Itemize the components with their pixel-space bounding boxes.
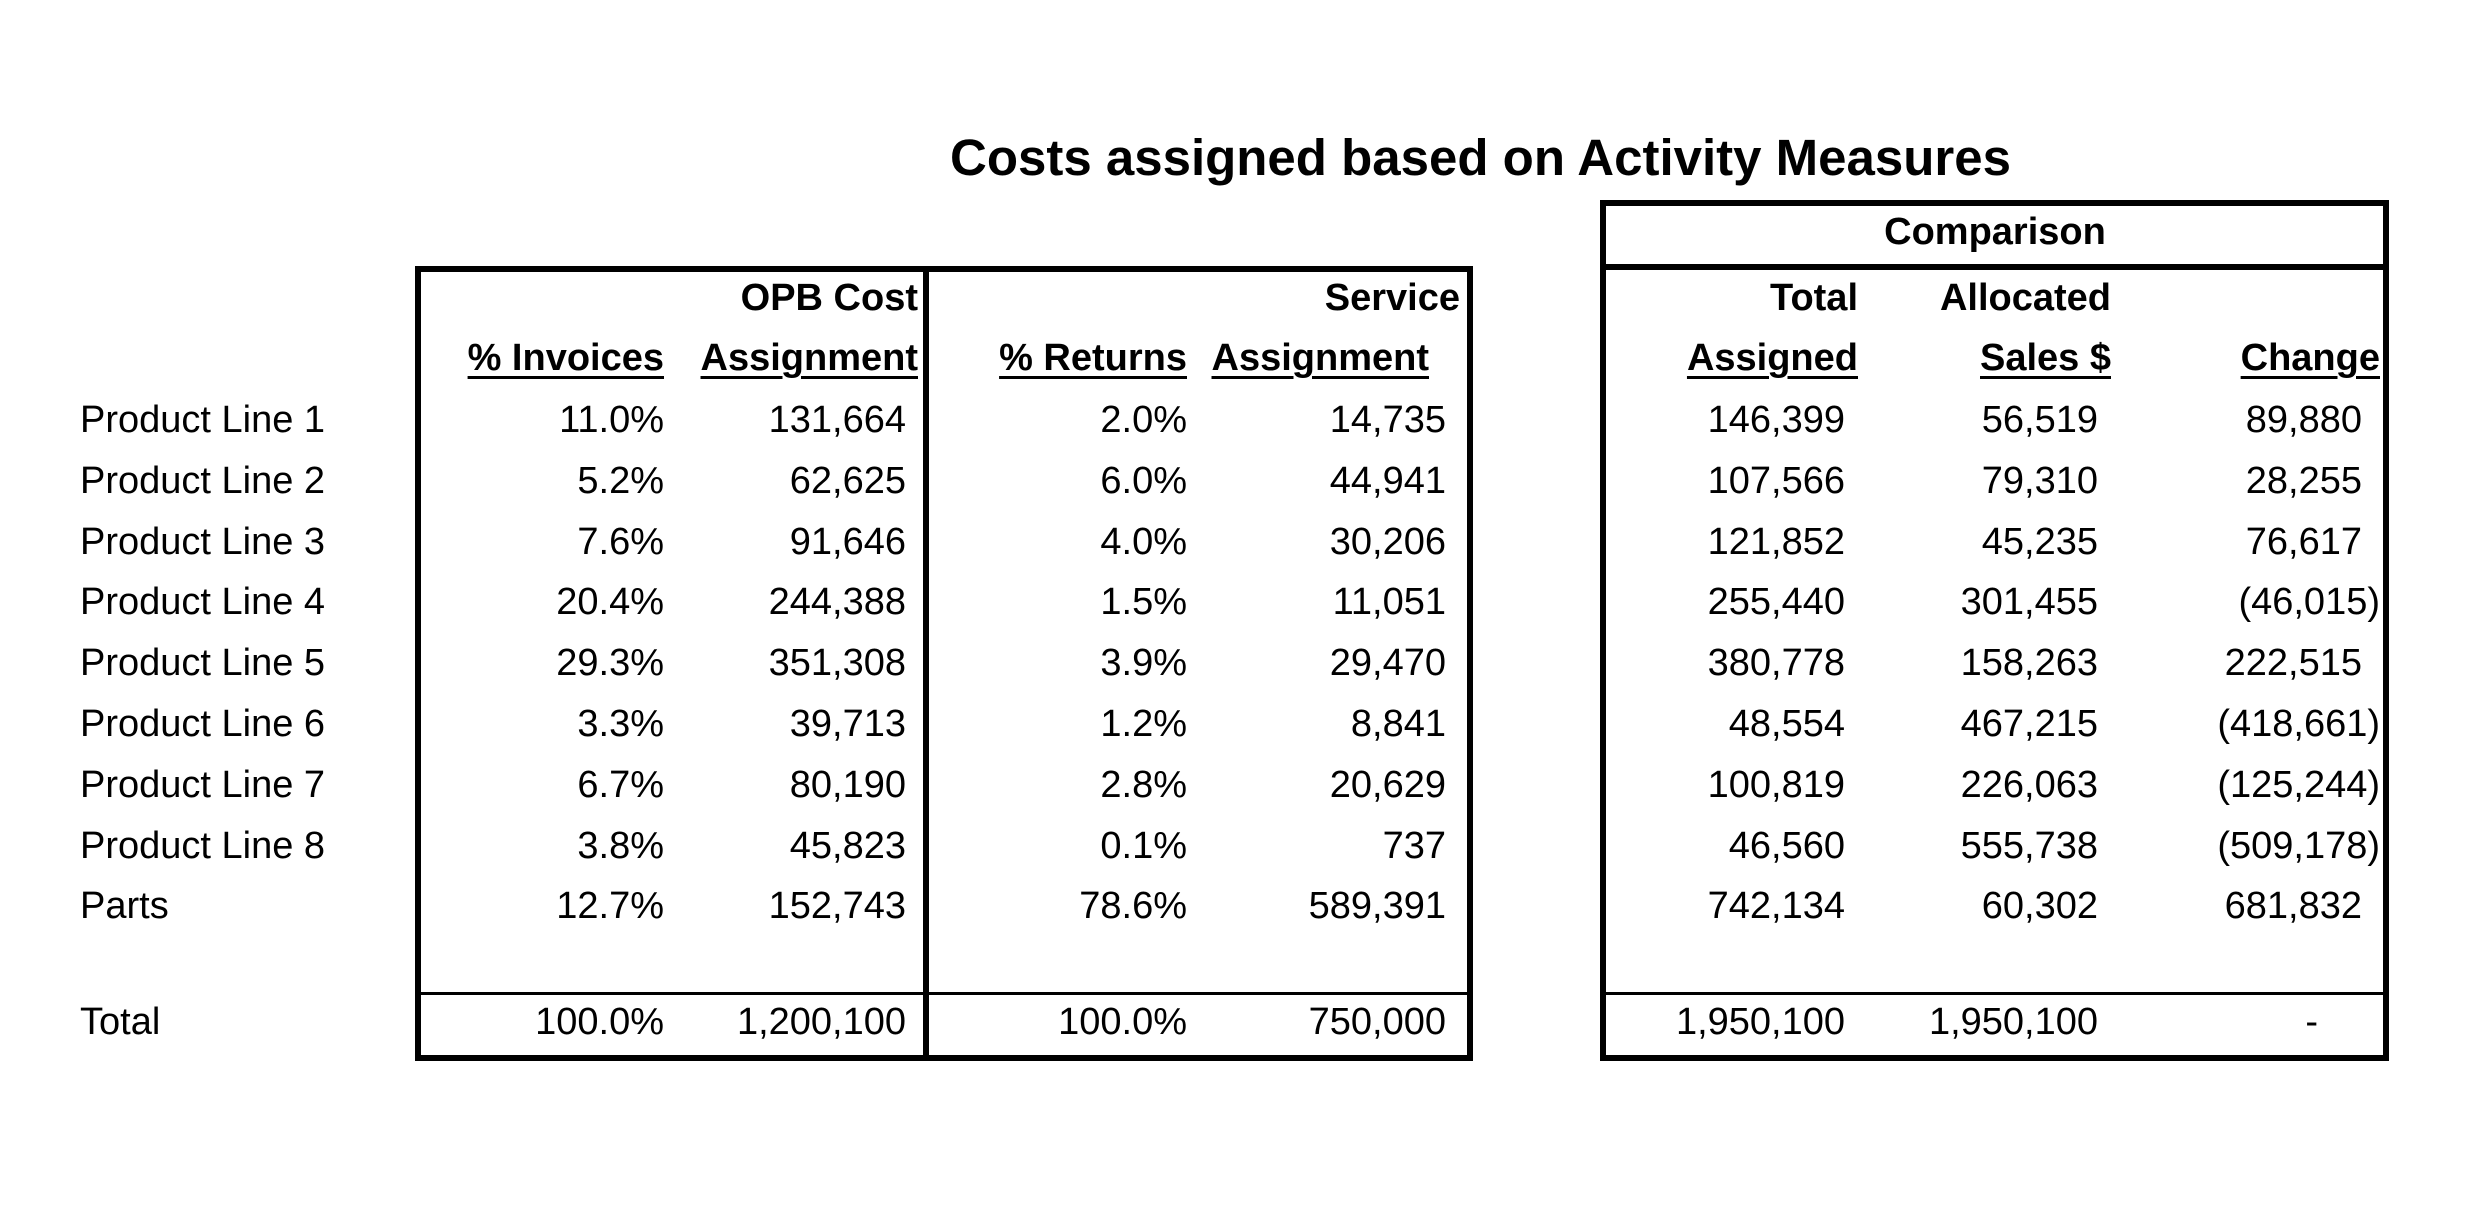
- cell-change: (418,661): [2217, 703, 2380, 745]
- header-opb-line2: Assignment: [700, 337, 918, 379]
- cell-change: (125,244): [2217, 764, 2380, 806]
- header-returns: % Returns: [999, 337, 1187, 379]
- row-label: Product Line 7: [80, 764, 326, 806]
- cell-returns: 1.5%: [1100, 581, 1187, 623]
- total-row-label: Total: [80, 1001, 161, 1043]
- cell-opb: 244,388: [768, 581, 906, 623]
- row-label: Product Line 4: [80, 581, 326, 623]
- row-label: Product Line 8: [80, 825, 326, 867]
- cell-change: 222,515: [2224, 642, 2362, 684]
- total-divider-right: [1600, 992, 2389, 995]
- cell-sales: 79,310: [1981, 460, 2098, 502]
- header-sales-line2: Sales $: [1980, 337, 2111, 379]
- cell-change: (509,178): [2217, 825, 2380, 867]
- cell-opb: 131,664: [768, 399, 906, 441]
- row-label: Product Line 6: [80, 703, 326, 745]
- cell-opb: 45,823: [789, 825, 906, 867]
- cell-total: 121,852: [1707, 521, 1845, 563]
- cell-invoices: 6.7%: [577, 764, 664, 806]
- cell-total: 107,566: [1707, 460, 1845, 502]
- service-box: [923, 266, 1473, 1061]
- cell-total: 380,778: [1707, 642, 1845, 684]
- cell-returns: 6.0%: [1100, 460, 1187, 502]
- cell-service: 20,629: [1329, 764, 1446, 806]
- cell-opb: 152,743: [768, 885, 906, 927]
- cell-total: 46,560: [1728, 825, 1845, 867]
- cell-sales: 301,455: [1960, 581, 2098, 623]
- comparison-box: [1600, 200, 2389, 1061]
- page-title: Costs assigned based on Activity Measure…: [950, 129, 2011, 186]
- row-label: Product Line 1: [80, 399, 326, 441]
- cell-service: 11,051: [1332, 581, 1446, 623]
- cell-invoices: 29.3%: [556, 642, 664, 684]
- cell-returns: 2.8%: [1100, 764, 1187, 806]
- header-change: Change: [2240, 337, 2380, 379]
- cell-invoices: 12.7%: [556, 885, 664, 927]
- total-opb: 1,200,100: [736, 1001, 906, 1043]
- cell-opb: 62,625: [789, 460, 906, 502]
- header-service-line1: Service: [1324, 277, 1460, 319]
- cell-opb: 80,190: [789, 764, 906, 806]
- cell-change: 681,832: [2224, 885, 2362, 927]
- row-label: Product Line 2: [80, 460, 326, 502]
- header-sales-line1: Allocated: [1939, 277, 2111, 319]
- cell-returns: 4.0%: [1100, 521, 1187, 563]
- cell-service: 737: [1382, 825, 1446, 867]
- comparison-label: Comparison: [1884, 211, 2106, 253]
- cell-invoices: 20.4%: [556, 581, 664, 623]
- header-total-line1: Total: [1770, 277, 1858, 319]
- cell-service: 589,391: [1308, 885, 1446, 927]
- cell-opb: 39,713: [789, 703, 906, 745]
- cell-service: 30,206: [1329, 521, 1446, 563]
- cell-service: 14,735: [1329, 399, 1446, 441]
- cell-invoices: 3.8%: [577, 825, 664, 867]
- total-divider-left: [415, 992, 1473, 995]
- total-change: -: [2305, 1001, 2318, 1043]
- cell-sales: 555,738: [1960, 825, 2098, 867]
- total-assigned: 1,950,100: [1675, 1001, 1845, 1043]
- total-returns: 100.0%: [1058, 1001, 1187, 1043]
- cell-invoices: 7.6%: [577, 521, 664, 563]
- total-sales: 1,950,100: [1928, 1001, 2098, 1043]
- cell-sales: 158,263: [1960, 642, 2098, 684]
- header-opb-line1: OPB Cost: [740, 277, 918, 319]
- cell-change: (46,015): [2238, 581, 2380, 623]
- cell-invoices: 3.3%: [577, 703, 664, 745]
- cell-sales: 45,235: [1981, 521, 2098, 563]
- cell-invoices: 5.2%: [577, 460, 664, 502]
- header-total-line2: Assigned: [1686, 337, 1858, 379]
- header-service-line2: Assignment: [1211, 337, 1429, 379]
- total-invoices: 100.0%: [535, 1001, 664, 1043]
- cell-opb: 91,646: [789, 521, 906, 563]
- cell-change: 28,255: [2245, 460, 2362, 502]
- cell-returns: 3.9%: [1100, 642, 1187, 684]
- header-invoices: % Invoices: [467, 337, 664, 379]
- cell-service: 8,841: [1350, 703, 1446, 745]
- comparison-divider: [1600, 264, 2389, 270]
- cell-total: 255,440: [1707, 581, 1845, 623]
- cell-service: 29,470: [1329, 642, 1446, 684]
- cell-total: 100,819: [1707, 764, 1845, 806]
- total-service: 750,000: [1308, 1001, 1446, 1043]
- cell-total: 146,399: [1707, 399, 1845, 441]
- row-label: Product Line 5: [80, 642, 326, 684]
- cell-total: 742,134: [1707, 885, 1845, 927]
- cell-invoices: 11.0%: [559, 399, 664, 441]
- cell-total: 48,554: [1728, 703, 1845, 745]
- cell-returns: 2.0%: [1100, 399, 1187, 441]
- cell-sales: 467,215: [1960, 703, 2098, 745]
- row-label: Product Line 3: [80, 521, 326, 563]
- cell-sales: 56,519: [1981, 399, 2098, 441]
- cell-opb: 351,308: [768, 642, 906, 684]
- cell-sales: 60,302: [1981, 885, 2098, 927]
- cell-sales: 226,063: [1960, 764, 2098, 806]
- cell-returns: 0.1%: [1100, 825, 1187, 867]
- cell-change: 76,617: [2245, 521, 2362, 563]
- cell-returns: 1.2%: [1100, 703, 1187, 745]
- cell-returns: 78.6%: [1079, 885, 1187, 927]
- cell-change: 89,880: [2245, 399, 2362, 441]
- row-label: Parts: [80, 885, 169, 927]
- cell-service: 44,941: [1329, 460, 1446, 502]
